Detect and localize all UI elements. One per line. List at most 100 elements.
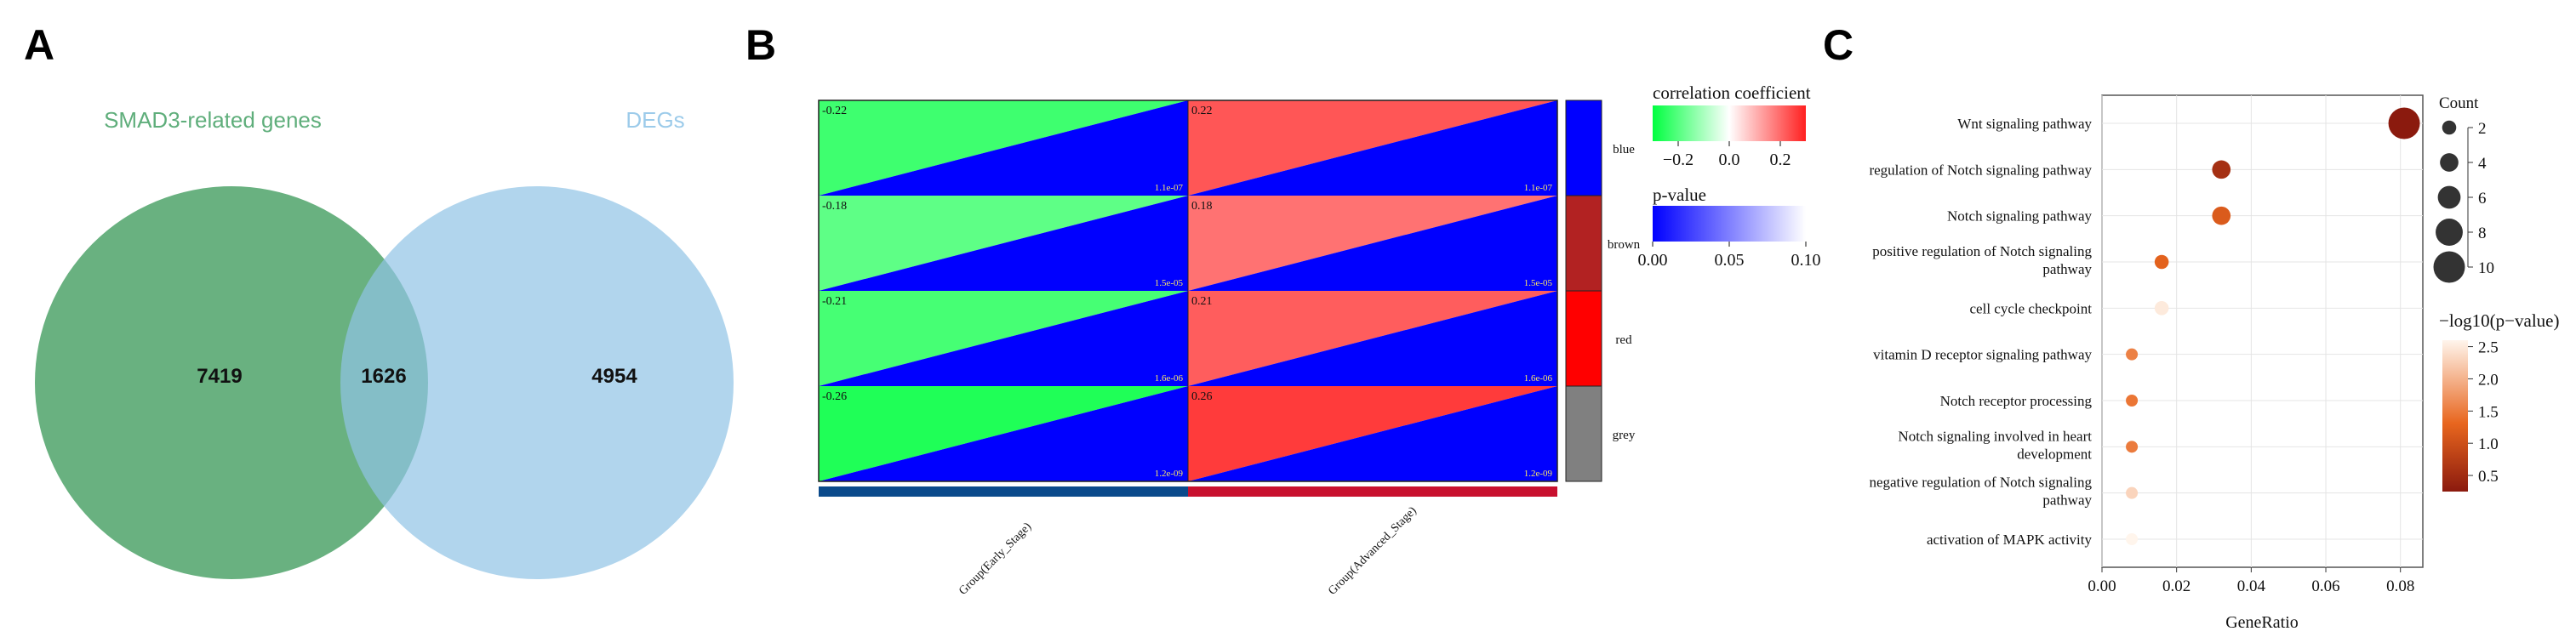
group-color-bar	[819, 486, 1188, 497]
heatmap-correlation-label: -0.18	[822, 200, 847, 213]
heatmap-pvalue-triangle	[1188, 196, 1557, 291]
heatmap-correlation-label: -0.22	[822, 105, 847, 117]
dotplot-point	[2126, 395, 2139, 407]
dotplot-category-label: negative regulation of Notch signaling	[1869, 475, 2092, 491]
count-legend-dot	[2433, 251, 2465, 283]
venn-left-only-count: 7419	[197, 365, 242, 388]
venn-set-smad3-label: SMAD3-related genes	[104, 107, 322, 133]
correlation-tick-label: 0.2	[1770, 151, 1791, 169]
dotplot-x-axis-label: GeneRatio	[2225, 613, 2299, 632]
dotplot-color-legend: −log10(p−value) 0.5 1.0 1.5 2.0 2.5	[2439, 310, 2559, 492]
pvalue-tick-label: 0.05	[1715, 251, 1745, 270]
count-legend-title: Count	[2439, 94, 2479, 112]
module-label: grey	[1613, 429, 1636, 442]
module-trait-heatmap: -0.22 1.1e-07 0.22 1.1e-07 blue -0.18 1.5e-05 0…	[818, 100, 1641, 598]
heatmap-correlation-label: 0.21	[1191, 295, 1213, 308]
dotplot-category-label: activation of MAPK activity	[1927, 532, 2093, 548]
heatmap-correlation-label: -0.26	[822, 390, 847, 403]
group-color-bar	[1188, 486, 1557, 497]
dotplot-point	[2126, 441, 2139, 453]
heatmap-pvalue-label: 1.5e-05	[1155, 278, 1184, 288]
module-color-bar	[1565, 385, 1602, 482]
dotplot-point	[2126, 486, 2139, 499]
venn-set-degs-circle	[340, 186, 734, 579]
heatmap-correlation-label: 0.18	[1191, 200, 1213, 213]
dotplot-point	[2388, 107, 2420, 139]
venn-set-smad3-circle	[35, 186, 428, 579]
pvalue-legend-title: p-value	[1653, 185, 1706, 205]
dotplot-category-label: pathway	[2042, 261, 2092, 277]
count-legend-label: 6	[2478, 190, 2487, 208]
heatmap-pvalue-label: 1.6e-06	[1524, 373, 1553, 384]
heatmap-pvalue-triangle	[819, 386, 1188, 481]
dotplot-x-tick-label: 0.02	[2162, 577, 2190, 595]
logp-colorbar	[2442, 340, 2468, 492]
dotplot-x-tick-label: 0.04	[2237, 577, 2266, 595]
venn-set-degs-label: DEGs	[625, 107, 684, 133]
count-legend-label: 10	[2478, 259, 2494, 277]
heatmap-pvalue-label: 1.2e-09	[1524, 469, 1553, 479]
dotplot-point	[2212, 206, 2231, 225]
count-legend-dot	[2437, 185, 2461, 209]
dotplot-plot-area	[2101, 94, 2424, 568]
dotplot-point	[2126, 348, 2139, 361]
panel-label-c: C	[1823, 21, 1853, 69]
dotplot-category-label: development	[2017, 446, 2092, 462]
heatmap-correlation-label: 0.26	[1191, 390, 1213, 403]
venn-right-only-count: 4954	[591, 365, 637, 388]
venn-intersection-count: 1626	[361, 365, 406, 388]
logp-tick-label: 1.0	[2478, 435, 2499, 453]
group-column-label: Group(Early_Stage)	[957, 520, 1034, 598]
count-legend-label: 4	[2478, 155, 2487, 173]
dotplot-category-label: regulation of Notch signaling pathway	[1869, 162, 2092, 178]
dotplot-point	[2154, 301, 2169, 316]
heatmap-pvalue-triangle	[1188, 100, 1557, 196]
dotplot-category-label: Notch signaling pathway	[1947, 208, 2092, 225]
pvalue-tick-label: 0.00	[1638, 251, 1668, 270]
heatmap-correlation-label: -0.21	[822, 295, 847, 308]
correlation-tick-label: −0.2	[1663, 151, 1694, 169]
heatmap-pvalue-triangle	[819, 291, 1188, 386]
dotplot-x-tick-label: 0.08	[2386, 577, 2414, 595]
correlation-legend-title: correlation coefficient	[1653, 82, 1811, 103]
count-legend-dot	[2442, 120, 2457, 135]
correlation-tick-label: 0.0	[1719, 151, 1740, 169]
dotplot-count-legend: Count 2 4 6 8 10	[2433, 94, 2494, 283]
logp-tick-label: 1.5	[2478, 403, 2499, 421]
correlation-colorbar	[1653, 105, 1806, 141]
module-color-bar	[1565, 195, 1602, 292]
module-label: red	[1615, 333, 1632, 347]
dotplot-category-label: Wnt signaling pathway	[1957, 116, 2092, 132]
pvalue-tick-label: 0.10	[1791, 251, 1821, 270]
dotplot-point	[2126, 533, 2139, 545]
group-column-label: Group(Advanced_Stage)	[1326, 504, 1419, 598]
heatmap-pvalue-triangle	[819, 196, 1188, 291]
dotplot-category-label: pathway	[2042, 492, 2092, 509]
logp-tick-label: 2.5	[2478, 339, 2499, 357]
dotplot-point	[2154, 254, 2169, 270]
heatmap-correlation-label: 0.22	[1191, 105, 1213, 117]
dotplot-x-tick-label: 0.06	[2311, 577, 2339, 595]
venn-diagram: SMAD3-related genes DEGs 7419 1626 4954	[35, 107, 734, 579]
heatmap-pvalue-label: 1.5e-05	[1524, 278, 1553, 288]
logp-tick-label: 0.5	[2478, 468, 2499, 486]
heatmap-pvalue-label: 1.6e-06	[1155, 373, 1184, 384]
module-label: brown	[1608, 238, 1641, 252]
panel-label-b: B	[745, 21, 776, 69]
logp-tick-label: 2.0	[2478, 371, 2499, 389]
dotplot-category-label: Notch receptor processing	[1940, 393, 2093, 409]
count-legend-label: 8	[2478, 225, 2487, 242]
dotplot-category-label: Notch signaling involved in heart	[1898, 428, 2092, 444]
correlation-legend: correlation coefficient −0.2 0.0 0.2 p-val…	[1638, 82, 1821, 270]
module-color-bar	[1565, 290, 1602, 387]
panel-label-a: A	[24, 21, 54, 69]
dotplot-category-label: positive regulation of Notch signaling	[1872, 243, 2092, 259]
heatmap-pvalue-triangle	[819, 100, 1188, 196]
dotplot-category-label: cell cycle checkpoint	[1970, 300, 2093, 316]
dotplot-category-label: vitamin D receptor signaling pathway	[1873, 347, 2092, 363]
module-label: blue	[1613, 143, 1635, 156]
dotplot-x-tick-label: 0.00	[2088, 577, 2116, 595]
heatmap-pvalue-label: 1.2e-09	[1155, 469, 1184, 479]
go-dotplot: 0.00 0.02 0.04 0.06 0.08 Wnt signaling pathwa…	[1869, 95, 2423, 595]
